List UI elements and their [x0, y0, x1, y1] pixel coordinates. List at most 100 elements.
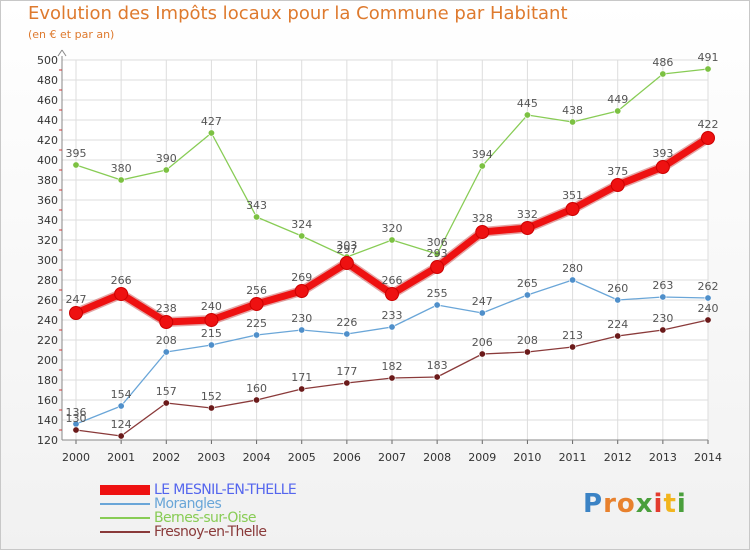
point-bernes-sur-oise — [659, 70, 667, 78]
y-tick-label: 220 — [37, 334, 58, 347]
data-label-morangles: 233 — [382, 309, 403, 322]
y-tick-label: 240 — [37, 314, 58, 327]
data-label-morangles: 255 — [427, 287, 448, 300]
x-tick-label: 2002 — [152, 451, 180, 464]
point-fresnoy-en-thelle — [162, 399, 170, 407]
data-label-fresnoy-en-thelle: 152 — [201, 390, 222, 403]
data-label-morangles: 262 — [698, 280, 719, 293]
x-tick-label: 2000 — [62, 451, 90, 464]
data-label-bernes-sur-oise: 438 — [562, 104, 583, 117]
brand-letter: i — [653, 489, 664, 519]
label-layer: 395 380 390 427 343 324 303 320 306 394 445 438 449 4… — [66, 51, 719, 431]
data-label-le-mesnil-en-thelle: 332 — [517, 208, 538, 221]
x-tick-label: 2013 — [649, 451, 677, 464]
x-tick-label: 2008 — [423, 451, 451, 464]
point-morangles — [659, 293, 667, 301]
point-le-mesnil-en-thelle — [294, 284, 309, 298]
point-le-mesnil-en-thelle — [565, 202, 580, 216]
x-tick-label: 2014 — [694, 451, 722, 464]
point-morangles — [523, 291, 531, 299]
data-label-fresnoy-en-thelle: 177 — [336, 365, 357, 378]
chart-title: Evolution des Impôts locaux pour la Comm… — [28, 3, 568, 24]
point-morangles — [433, 301, 441, 309]
point-le-mesnil-en-thelle — [701, 131, 715, 145]
data-label-morangles: 208 — [156, 334, 177, 347]
x-tick-label: 2007 — [378, 451, 406, 464]
point-fresnoy-en-thelle — [659, 326, 667, 334]
y-tick-label: 480 — [37, 74, 58, 87]
brand-letter: i — [676, 489, 687, 519]
point-bernes-sur-oise — [72, 161, 80, 169]
y-tick-label: 360 — [37, 194, 58, 207]
y-tick-label: 500 — [37, 54, 58, 67]
data-label-fresnoy-en-thelle: 157 — [156, 385, 177, 398]
data-label-bernes-sur-oise: 486 — [652, 56, 673, 69]
brand-letter: o — [616, 489, 636, 519]
point-le-mesnil-en-thelle — [655, 160, 670, 174]
point-fresnoy-en-thelle — [478, 350, 486, 358]
y-axis-arrow — [61, 49, 67, 57]
point-morangles — [704, 294, 712, 302]
point-le-mesnil-en-thelle — [249, 297, 264, 311]
data-label-le-mesnil-en-thelle: 351 — [562, 189, 583, 202]
axis-layer: 120 140 160 180 200 220 240 260 280 300 320 340 360 3… — [37, 49, 722, 464]
data-label-fresnoy-en-thelle: 208 — [517, 334, 538, 347]
point-morangles — [343, 330, 351, 338]
y-tick-label: 260 — [37, 294, 58, 307]
data-label-fresnoy-en-thelle: 213 — [562, 329, 583, 342]
data-label-bernes-sur-oise: 303 — [336, 239, 357, 252]
data-label-le-mesnil-en-thelle: 293 — [427, 247, 448, 260]
y-tick-label: 280 — [37, 274, 58, 287]
legend-swatch — [100, 517, 150, 519]
legend-item-bernes-sur-oise: Bernes-sur-Oise — [100, 511, 296, 525]
brand-letter: t — [663, 489, 677, 519]
y-tick-label: 200 — [37, 354, 58, 367]
data-label-fresnoy-en-thelle: 182 — [382, 360, 403, 373]
chart-legend: LE MESNIL-EN-THELLE Morangles Bernes-sur-O… — [100, 483, 297, 539]
legend-item-fresnoy-en-thelle: Fresnoy-en-Thelle — [100, 525, 296, 539]
data-label-fresnoy-en-thelle: 160 — [246, 382, 267, 395]
chart-subtitle: (en € et par an) — [28, 28, 115, 41]
point-fresnoy-en-thelle — [207, 404, 215, 412]
data-label-bernes-sur-oise: 445 — [517, 97, 538, 110]
point-bernes-sur-oise — [433, 250, 441, 258]
point-morangles — [162, 348, 170, 356]
data-label-bernes-sur-oise: 320 — [382, 222, 403, 235]
point-fresnoy-en-thelle — [614, 332, 622, 340]
series-layer — [69, 65, 715, 440]
point-le-mesnil-en-thelle — [114, 287, 129, 301]
x-tick-label: 2006 — [333, 451, 361, 464]
point-bernes-sur-oise — [117, 176, 125, 184]
point-fresnoy-en-thelle — [388, 374, 396, 382]
data-label-le-mesnil-en-thelle: 375 — [607, 165, 628, 178]
data-label-fresnoy-en-thelle: 206 — [472, 336, 493, 349]
legend-swatch — [100, 531, 150, 533]
data-label-bernes-sur-oise: 427 — [201, 115, 222, 128]
point-fresnoy-en-thelle — [433, 373, 441, 381]
x-tick-label: 2004 — [243, 451, 271, 464]
point-bernes-sur-oise — [614, 107, 622, 115]
data-label-morangles: 280 — [562, 262, 583, 275]
y-tick-label: 300 — [37, 254, 58, 267]
data-label-le-mesnil-en-thelle: 247 — [66, 293, 87, 306]
point-morangles — [253, 331, 261, 339]
data-label-morangles: 265 — [517, 277, 538, 290]
y-tick-label: 420 — [37, 134, 58, 147]
data-label-le-mesnil-en-thelle: 297 — [336, 243, 357, 256]
y-tick-label: 340 — [37, 214, 58, 227]
data-label-morangles: 230 — [291, 312, 312, 325]
legend-label: Fresnoy-en-Thelle — [154, 524, 267, 540]
data-label-le-mesnil-en-thelle: 422 — [698, 118, 719, 131]
point-le-mesnil-en-thelle — [475, 225, 490, 239]
data-label-bernes-sur-oise: 395 — [66, 147, 87, 160]
x-tick-label: 2012 — [604, 451, 632, 464]
point-bernes-sur-oise — [207, 129, 215, 137]
data-label-le-mesnil-en-thelle: 269 — [291, 271, 312, 284]
point-le-mesnil-en-thelle — [520, 221, 535, 235]
data-label-bernes-sur-oise: 306 — [427, 236, 448, 249]
point-le-mesnil-en-thelle — [610, 178, 625, 192]
point-fresnoy-en-thelle — [343, 379, 351, 387]
plot-area — [62, 60, 708, 440]
y-tick-label: 120 — [37, 434, 58, 447]
